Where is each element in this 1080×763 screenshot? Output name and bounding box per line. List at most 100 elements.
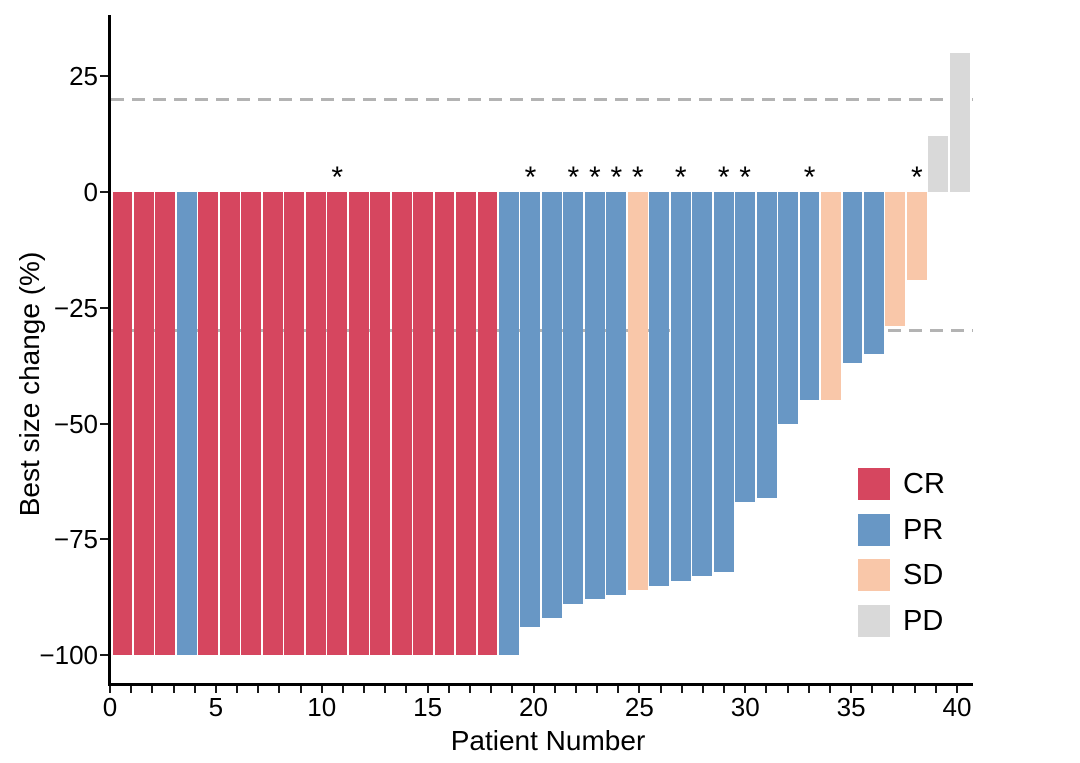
x-axis-tick (913, 686, 916, 693)
bar-patient-14 (391, 192, 412, 655)
bar-patient-23 (584, 192, 605, 600)
x-axis-tick (214, 686, 217, 693)
x-tick-label-10: 10 (307, 692, 337, 722)
x-axis-tick (638, 686, 641, 693)
x-axis-tick (934, 686, 937, 693)
x-axis-tick (447, 686, 450, 693)
x-axis-tick (828, 686, 831, 693)
bar-patient-33 (799, 192, 820, 401)
bar-patient-40 (949, 53, 970, 192)
significance-asterisk-patient-23: * (588, 161, 601, 194)
y-axis-tick (100, 191, 108, 193)
x-axis-tick (553, 686, 556, 693)
y-tick-label-−100: −100 (39, 640, 98, 670)
bar-patient-7 (241, 192, 262, 655)
significance-asterisk-patient-25: * (631, 161, 644, 194)
x-axis-tick (257, 686, 260, 693)
significance-asterisk-patient-24: * (610, 161, 623, 194)
x-axis-tick (701, 686, 704, 693)
x-axis-tick (807, 686, 810, 693)
bar-patient-19 (499, 192, 519, 655)
significance-asterisk-patient-27: * (674, 161, 687, 194)
x-axis-tick (320, 686, 323, 693)
x-axis-tick (892, 686, 895, 693)
bar-patient-4 (176, 192, 197, 655)
x-axis-tick (468, 686, 471, 693)
x-axis-tick (278, 686, 281, 693)
x-axis-tick (299, 686, 302, 693)
bar-patient-16 (434, 192, 455, 655)
x-tick-label-30: 30 (730, 692, 760, 722)
x-tick-label-40: 40 (942, 692, 972, 722)
bar-patient-15 (413, 192, 434, 655)
legend-label-PR: PR (903, 513, 944, 546)
y-tick-label-25: 25 (69, 61, 98, 92)
legend-label-CR: CR (903, 468, 945, 500)
legend-swatch-PD (858, 604, 890, 637)
x-tick-label-20: 20 (519, 692, 548, 722)
bar-patient-20 (520, 192, 541, 628)
reference-line-upper (111, 97, 973, 101)
bar-patient-26 (649, 192, 670, 586)
y-tick-label-−50: −50 (53, 408, 98, 439)
x-axis-tick (617, 686, 620, 693)
bar-patient-37 (885, 192, 906, 327)
bar-patient-39 (928, 136, 949, 192)
bar-patient-1 (112, 192, 133, 655)
bar-patient-36 (864, 192, 884, 355)
x-tick-label-0: 0 (102, 692, 118, 722)
significance-asterisk-patient-33: * (803, 161, 816, 194)
x-axis-tick (405, 686, 408, 693)
x-axis-tick (574, 686, 577, 693)
y-tick-label-−25: −25 (53, 292, 98, 323)
x-axis-tick (384, 686, 387, 693)
bar-patient-11 (327, 192, 348, 655)
y-axis-tick (100, 422, 108, 425)
y-tick-label-0: 0 (83, 177, 98, 207)
x-axis-tick (426, 686, 429, 693)
bar-patient-10 (305, 192, 326, 655)
bar-patient-12 (348, 192, 369, 655)
significance-asterisk-patient-20: * (524, 161, 537, 194)
x-axis-tick (511, 686, 514, 693)
bar-patient-3 (155, 192, 176, 655)
legend-label-SD: SD (903, 559, 944, 592)
y-axis-tick (100, 538, 108, 541)
x-axis-line (108, 683, 973, 686)
x-tick-label-35: 35 (836, 692, 866, 722)
bar-patient-32 (778, 192, 798, 424)
legend-swatch-CR (858, 468, 890, 500)
significance-asterisk-patient-22: * (567, 161, 580, 194)
x-axis-title: Patient Number (450, 725, 646, 756)
x-axis-tick (172, 686, 175, 693)
legend-swatch-SD (858, 559, 890, 592)
x-axis-tick (850, 686, 853, 693)
bar-patient-17 (456, 192, 476, 655)
x-axis-tick (871, 686, 874, 693)
x-axis-tick (109, 686, 111, 693)
bar-patient-29 (713, 192, 734, 572)
significance-asterisk-patient-38: * (911, 161, 923, 194)
x-axis-tick (956, 686, 958, 693)
bar-patient-13 (370, 192, 391, 655)
bar-patient-35 (842, 192, 863, 364)
bar-patient-8 (262, 192, 283, 655)
bar-patient-18 (477, 192, 498, 655)
x-axis-tick (744, 686, 747, 693)
bar-patient-21 (541, 192, 562, 618)
x-axis-tick (680, 686, 683, 693)
y-axis-line (108, 15, 111, 686)
x-axis-tick (532, 686, 535, 693)
bar-patient-30 (735, 192, 756, 503)
x-tick-label-25: 25 (624, 692, 654, 722)
bar-patient-34 (821, 192, 841, 401)
significance-asterisk-patient-11: * (331, 161, 344, 194)
y-axis-tick (100, 654, 108, 656)
bar-patient-27 (670, 192, 691, 581)
x-axis-tick (236, 686, 239, 693)
bar-patient-22 (563, 192, 584, 605)
x-axis-tick (151, 686, 154, 693)
y-axis-tick (100, 306, 108, 309)
